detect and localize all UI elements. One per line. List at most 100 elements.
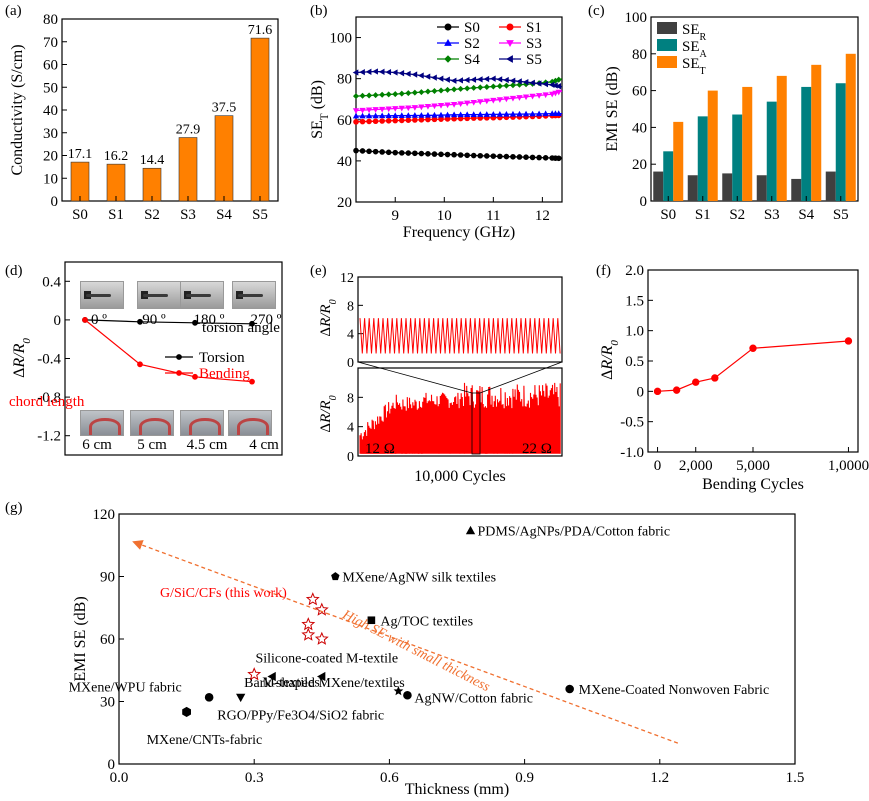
series-marker (509, 77, 516, 84)
data-point (565, 684, 574, 694)
series-marker (431, 116, 438, 123)
series-marker (359, 92, 366, 99)
y-axis-label: SET (dB) (309, 80, 331, 139)
x-tick-label: 1.2 (650, 770, 669, 786)
x-category-label: S0 (660, 207, 676, 223)
series-marker (542, 80, 548, 88)
series-marker (359, 112, 366, 119)
bar (801, 86, 812, 201)
legend-label-sub: R (700, 32, 707, 43)
x-tick-label: 10 (437, 208, 452, 224)
angle-label: 270 º (251, 312, 282, 328)
legend-label: S1 (526, 20, 542, 36)
y-tick-label: 60 (43, 58, 58, 74)
panel-label: (d) (5, 263, 23, 279)
trend-arrow (132, 540, 679, 744)
y-tick-label: 90 (100, 570, 115, 586)
legend-marker (176, 354, 182, 360)
series-marker (359, 69, 365, 76)
series-marker (496, 83, 503, 90)
series-marker (497, 153, 503, 160)
x-tick-label: 1,0000 (828, 458, 869, 474)
legend-marker (176, 370, 182, 376)
series-marker (379, 112, 386, 119)
bending-photo (228, 410, 272, 436)
data-point (236, 693, 246, 703)
bending-photo (180, 410, 224, 436)
y-tick-label: 30 (100, 695, 115, 711)
series-marker (503, 153, 510, 160)
this-work-point (301, 627, 316, 641)
series-marker (451, 86, 458, 93)
bar (845, 53, 856, 201)
x-tick-label: 9 (391, 208, 399, 224)
panel-label: (a) (5, 3, 22, 19)
series-line (355, 70, 563, 88)
series-marker (477, 99, 484, 105)
y-tick-label: -0.8 (37, 390, 61, 406)
data-point (749, 344, 757, 352)
torsion-photo (232, 281, 276, 309)
bar-value-label: 71.6 (248, 23, 273, 38)
series-marker (405, 112, 412, 118)
series-marker (411, 105, 419, 111)
x-tick-label: 0.3 (245, 770, 264, 786)
bar (776, 75, 787, 201)
y-tick-label: 0 (347, 450, 354, 465)
y-axis-label-main: R/R (11, 343, 28, 368)
legend-label: Torsion (199, 350, 245, 366)
y-tick-label: 8 (347, 299, 354, 314)
y-tick-label: 10 (43, 171, 58, 187)
series-marker (438, 116, 444, 122)
this-work-point (314, 631, 329, 645)
y-tick-label: 40 (43, 103, 58, 119)
series-marker (392, 149, 399, 156)
y-tick-label: 2.0 (625, 263, 644, 279)
y-axis-label: EMI SE (dB) (604, 66, 621, 151)
series-marker (490, 83, 497, 90)
series-marker (509, 110, 517, 117)
series-marker (444, 86, 451, 93)
series-marker (418, 89, 425, 96)
bar (178, 137, 198, 202)
series-marker (82, 317, 88, 323)
series-marker (391, 69, 398, 76)
series-marker (379, 149, 385, 155)
x-tick-label: 2,000 (679, 458, 713, 474)
series-marker (365, 68, 372, 75)
y-tick-label: 120 (93, 507, 116, 523)
series-marker (392, 91, 399, 98)
x-tick-label: 1.5 (786, 770, 805, 786)
y-tick-label: 70 (43, 35, 58, 51)
data-point-label: AgNW/Cotton fabric (414, 691, 533, 706)
plot-frame (61, 18, 279, 202)
plot-frame (650, 16, 859, 202)
series-marker (555, 89, 562, 96)
series-marker (379, 106, 386, 113)
legend-label: S0 (464, 20, 480, 36)
series-marker (392, 117, 399, 124)
x-axis-label: Bending Cycles (702, 476, 804, 493)
series-marker (483, 111, 490, 117)
y-tick-label: 60 (100, 632, 115, 648)
data-point (653, 387, 662, 396)
this-work-point (305, 592, 320, 606)
series-marker (555, 155, 562, 162)
x-axis-label: 10,000 Cycles (414, 468, 506, 485)
bar (766, 101, 777, 201)
series-marker (483, 153, 490, 159)
series-marker (418, 150, 425, 157)
x-category-label: S0 (72, 207, 88, 223)
legend-marker (505, 55, 513, 63)
legend-label-main: SE (682, 39, 700, 55)
series-marker (411, 89, 418, 96)
data-point (403, 690, 412, 700)
cyclic-signal-line (359, 318, 561, 354)
torsion-photo (180, 281, 224, 309)
series-marker (503, 110, 510, 117)
series-marker (470, 99, 477, 106)
legend-label-main: SE (682, 56, 700, 72)
series-marker (431, 111, 438, 118)
bar (673, 121, 684, 201)
y-axis-label: ΔR/R0 (318, 395, 339, 432)
